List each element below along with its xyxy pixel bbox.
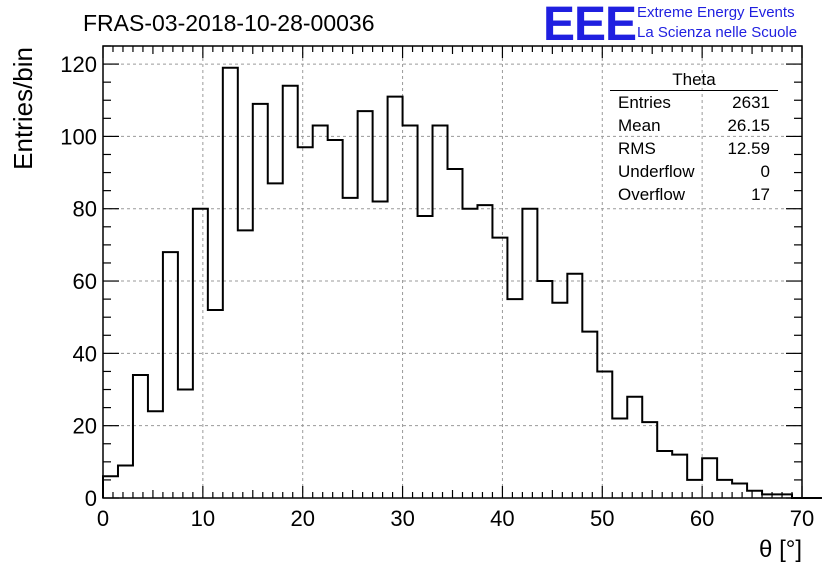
histogram-bin [328,140,343,498]
histogram-bin [313,126,328,498]
y-tick-label: 60 [73,269,97,294]
x-tick-label: 10 [191,506,215,531]
y-axis-label: Entries/bin [8,47,38,170]
histogram-bin [567,274,582,498]
x-tick-label: 70 [790,506,814,531]
stats-row: Underflow 0 [610,160,778,183]
histogram-bin [358,111,373,498]
histogram-bin [537,281,552,498]
histogram-bin [298,147,313,498]
histogram-bin [133,375,148,498]
histogram-bin [433,126,448,498]
stats-value: 2631 [732,93,770,112]
y-tick-label: 80 [73,197,97,222]
histogram-bin [507,299,522,498]
eee-logo: EEE [543,0,637,51]
histogram-bin [612,418,627,498]
histogram-bin [268,183,283,498]
histogram-bin [492,238,507,498]
y-tick-label: 100 [60,124,97,149]
histogram-bin [283,86,298,498]
histogram-bin [418,216,433,498]
x-tick-label: 30 [390,506,414,531]
histogram-bin [223,68,238,498]
histogram-bin [747,491,762,498]
histogram-bin [238,230,253,498]
stats-row: RMS 12.59 [610,137,778,160]
histogram-bin [552,303,567,498]
histogram-bin [582,332,597,498]
stats-value: 26.15 [727,116,770,135]
x-tick-label: 60 [690,506,714,531]
histogram-bin [657,451,672,498]
axes: 0 10 20 30 40 50 60 70 0 20 40 60 80 100 120 [60,45,814,531]
grid-lines [103,46,802,498]
stats-label: Entries [618,93,671,112]
stats-value: 12.59 [727,139,770,158]
histogram-bin [717,480,732,498]
y-tick-label: 40 [73,341,97,366]
stats-label: Mean [618,116,661,135]
histogram-outline [102,66,822,499]
stats-label: RMS [618,139,656,158]
stats-row: Mean 26.15 [610,114,778,137]
histogram-bin [687,480,702,498]
histogram-bin [627,397,642,498]
stats-value: 17 [751,185,770,204]
histogram-bin [343,198,358,498]
histogram-bin [448,169,463,498]
logo-caption-line1: Extreme Energy Events [637,4,795,21]
x-tick-label: 50 [590,506,614,531]
histogram-bin [403,126,418,498]
y-tick-label: 0 [85,486,97,511]
stats-title: Theta [610,70,778,91]
histogram-line [102,66,822,499]
histogram-bin [373,201,388,498]
histogram-bin [388,97,403,498]
histogram-bin [732,484,747,498]
logo-caption-line2: La Scienza nelle Scuole [637,24,798,41]
stats-box: Theta Entries 2631 Mean 26.15 RMS 12.59 Underf… [610,70,778,206]
histogram-bin [477,205,492,498]
histogram-title: FRAS-03-2018-10-28-00036 [83,10,375,36]
y-tick-label: 120 [60,52,97,77]
x-tick-label: 40 [490,506,514,531]
x-tick-label: 20 [290,506,314,531]
histogram-bin [178,390,193,498]
histogram-bin [118,465,133,498]
stats-label: Underflow [618,162,695,181]
x-tick-label: 0 [97,506,109,531]
histogram-bin [163,252,178,498]
stats-rows: Entries 2631 Mean 26.15 RMS 12.59 Underflow 0 Ov… [610,91,778,206]
histogram-bin [253,104,268,498]
histogram-bin [148,411,163,498]
y-tick-label: 20 [73,414,97,439]
histogram-bin [642,422,657,498]
stats-value: 0 [760,162,770,181]
x-axis-label: θ [°] [759,536,802,563]
stats-row: Entries 2631 [610,91,778,114]
stats-row: Overflow 17 [610,183,778,206]
logo-caption: Extreme Energy Events La Scienza nelle S… [637,3,797,43]
histogram-bin [672,455,687,498]
histogram-bin [702,458,717,498]
histogram-bin [597,371,612,498]
stats-label: Overflow [618,185,686,204]
histogram-bin [208,310,223,498]
